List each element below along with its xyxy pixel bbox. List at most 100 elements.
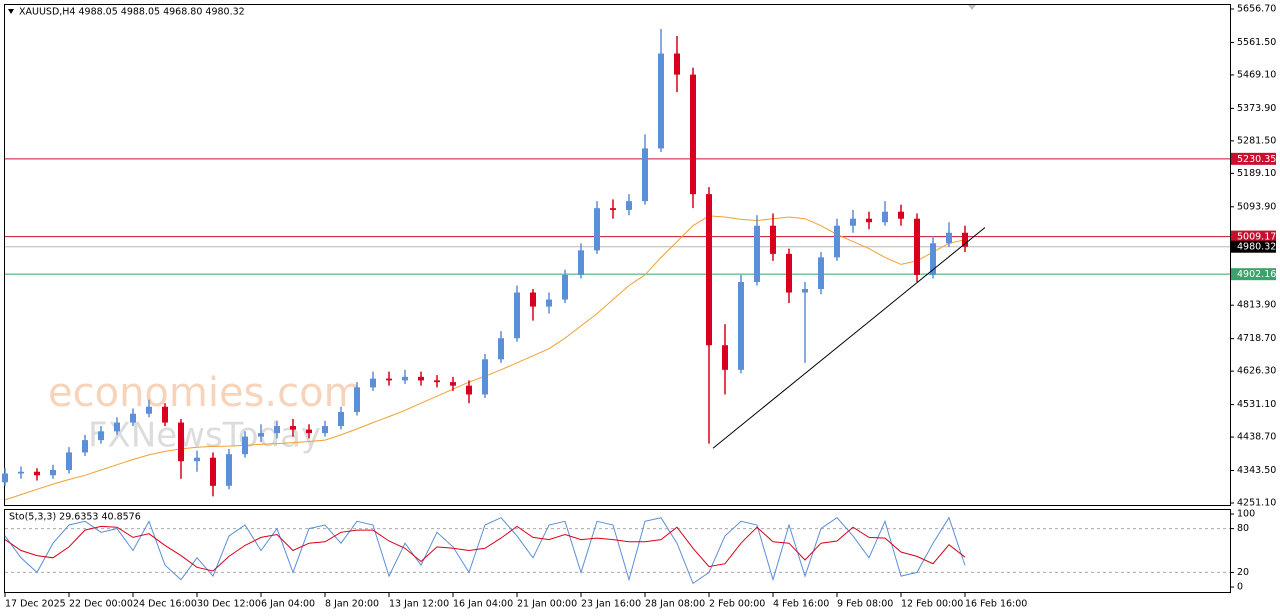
y-tick-label: 5093.90 (1237, 201, 1276, 212)
price-level-box (1231, 240, 1276, 253)
candle-body (402, 376, 408, 381)
price-level-label: 5230.35 (1237, 154, 1276, 165)
candle-body (674, 53, 680, 75)
candle-body (242, 436, 248, 455)
candle-body (482, 359, 488, 395)
candle-body (114, 422, 120, 432)
candle-body (274, 426, 280, 434)
candle-body (738, 281, 744, 370)
candle-body (578, 250, 584, 275)
y-tick-label: 5469.10 (1237, 69, 1276, 80)
candle-body (946, 232, 952, 244)
candle-body (290, 426, 296, 430)
candle-body (914, 218, 920, 275)
candle-body (18, 471, 24, 474)
y-tick-label: 80 (1237, 523, 1249, 534)
candle-body (226, 454, 232, 486)
y-tick-label: 4438.70 (1237, 432, 1276, 443)
x-tick-label: 12 Feb 00:00 (901, 599, 963, 610)
candle-body (258, 433, 264, 437)
x-tick-label: 9 Feb 08:00 (837, 599, 893, 610)
candle-body (962, 232, 968, 247)
candle-body (322, 426, 328, 434)
candle-body (178, 422, 184, 462)
candle-body (882, 211, 888, 223)
candle-body (130, 413, 136, 423)
candle-body (866, 218, 872, 223)
candle-body (802, 289, 808, 293)
price-level-label: 5009.17 (1237, 232, 1276, 243)
y-tick-label: 5561.50 (1237, 37, 1276, 48)
candle-body (642, 148, 648, 202)
candle-body (786, 253, 792, 293)
price-level-box (1231, 230, 1276, 243)
candle-body (434, 380, 440, 383)
price-level-label: 4902.16 (1237, 269, 1276, 280)
y-tick-label: 100 (1237, 509, 1255, 520)
watermark-text: economies.com (48, 370, 363, 416)
shift-marker (968, 5, 976, 10)
candle-body (530, 292, 536, 307)
candle-body (770, 225, 776, 254)
x-tick-label: 16 Jan 04:00 (453, 599, 513, 610)
candle-body (834, 225, 840, 258)
candle-body (898, 211, 904, 219)
price-level-box (1231, 268, 1276, 281)
candle-body (930, 243, 936, 275)
candle-body (98, 431, 104, 441)
x-tick-label: 2 Feb 00:00 (709, 599, 765, 610)
price-level-label: 4980.32 (1237, 242, 1276, 253)
candle-body (354, 387, 360, 413)
candle-body (450, 382, 456, 386)
candle-body (306, 429, 312, 434)
menu-arrow[interactable] (8, 9, 14, 14)
candle-body (818, 257, 824, 290)
x-tick-label: 16 Feb 16:00 (965, 599, 1027, 610)
candle-body (722, 345, 728, 370)
candle-body (418, 376, 424, 381)
y-tick-label: 4626.30 (1237, 366, 1276, 377)
watermark-text: FXNewsToday (88, 416, 321, 456)
main-frame (4, 4, 1231, 506)
y-tick-label: 5373.90 (1237, 103, 1276, 114)
candle-body (754, 225, 760, 282)
candle-body (850, 218, 856, 226)
x-tick-label: 6 Jan 04:00 (261, 599, 315, 610)
candle-body (338, 412, 344, 427)
indicator-title: Sto(5,3,3) 29.6353 40.8576 (9, 512, 141, 523)
candle-body (162, 406, 168, 423)
x-tick-label: 8 Jan 20:00 (325, 599, 379, 610)
x-tick-label: 21 Jan 00:00 (517, 599, 577, 610)
candle-body (66, 452, 72, 470)
candle-body (370, 378, 376, 388)
candle-body (626, 201, 632, 210)
candle-body (386, 378, 392, 381)
candle-body (210, 457, 216, 486)
candle-body (50, 469, 56, 476)
y-tick-label: 4343.50 (1237, 465, 1276, 476)
y-tick-label: 5189.10 (1237, 168, 1276, 179)
y-tick-label: 4813.90 (1237, 300, 1276, 311)
candle-body (82, 440, 88, 453)
chart-title: XAUUSD,H4 4988.05 4988.05 4968.80 4980.3… (19, 7, 245, 18)
x-tick-label: 28 Jan 08:00 (645, 599, 705, 610)
y-tick-label: 0 (1237, 582, 1243, 593)
main-plot: 4251.10 4343.50 4438.70 4531.10 4626.30 4718.… (2, 4, 1276, 610)
candle-body (2, 473, 8, 483)
candle-body (690, 74, 696, 195)
stochastic-plot: 0 20 80 100 (4, 509, 1255, 593)
candle-body (514, 292, 520, 339)
trendline (712, 227, 986, 449)
y-tick-label: 20 (1237, 567, 1249, 578)
candle-body (466, 385, 472, 395)
x-tick-label: 30 Dec 12:00 (197, 599, 261, 610)
candle-body (34, 471, 40, 476)
candle-body (706, 194, 712, 346)
x-tick-label: 4 Feb 16:00 (773, 599, 829, 610)
y-tick-label: 4531.10 (1237, 399, 1276, 410)
y-tick-label: 4718.70 (1237, 333, 1276, 344)
